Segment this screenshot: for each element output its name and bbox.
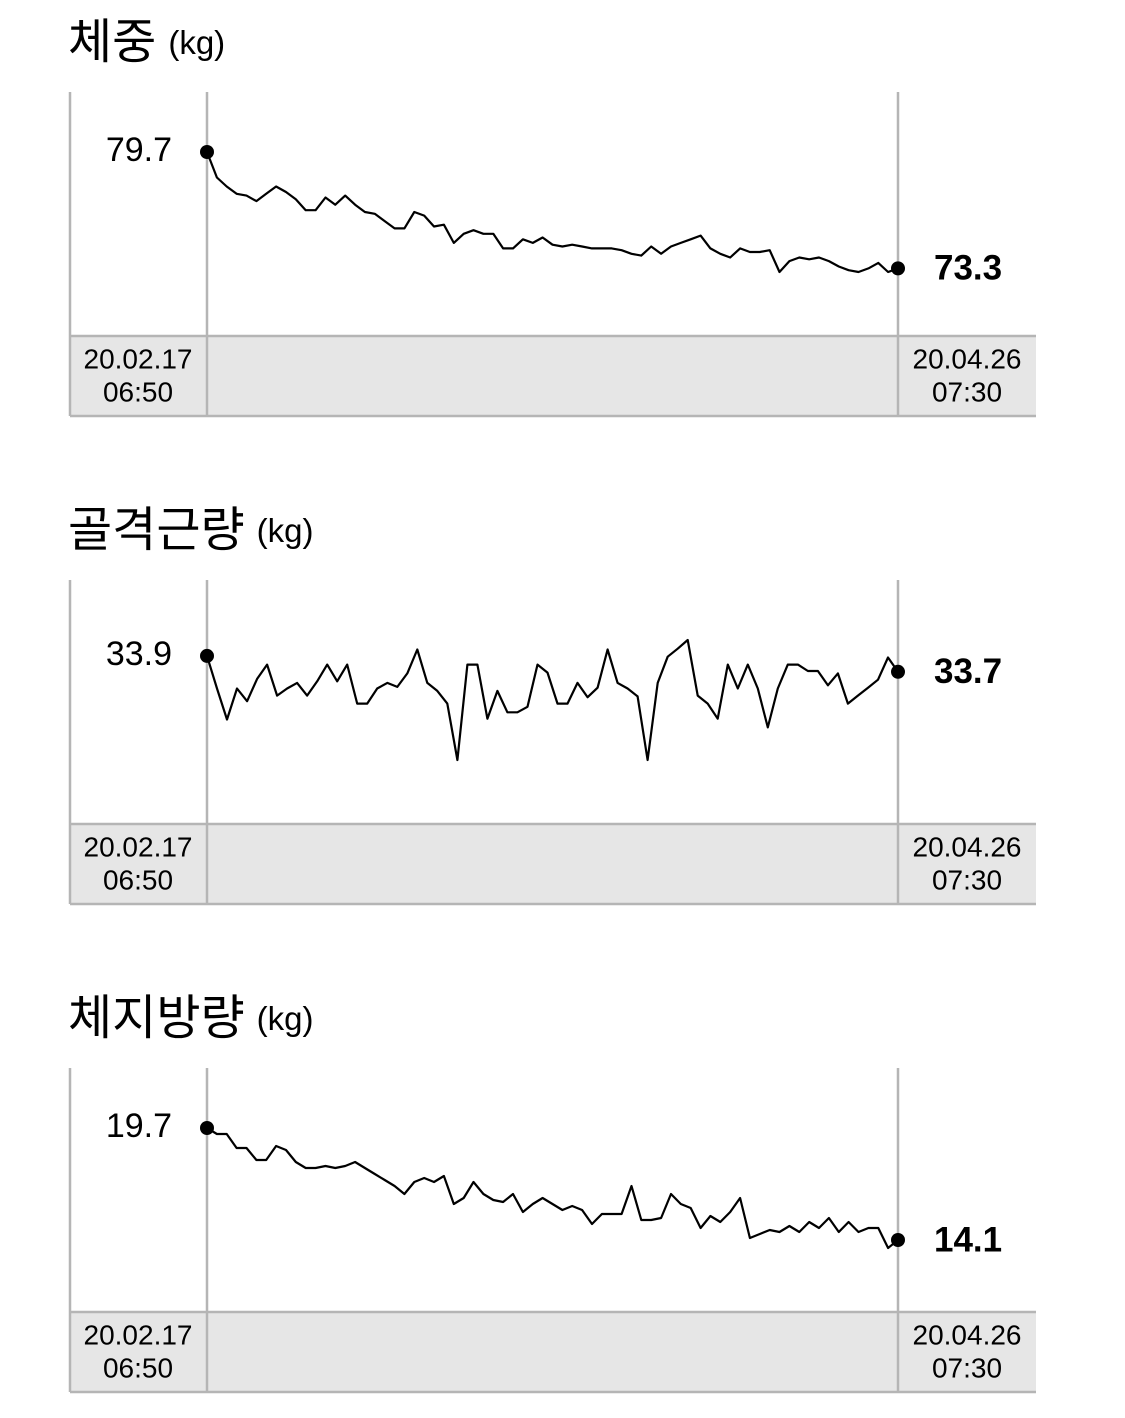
end-time: 07:30: [932, 376, 1002, 407]
chart-title: 체지방량 (kg): [68, 992, 313, 1045]
end-value: 73.3: [934, 249, 1002, 288]
title-unit: (kg): [168, 24, 225, 61]
date-band: [70, 1312, 1036, 1392]
title-unit: (kg): [257, 1000, 314, 1037]
end-dot: [891, 1233, 905, 1247]
trend-line: [205, 638, 899, 762]
start-date: 20.02.17: [84, 343, 193, 374]
end-date: 20.04.26: [913, 1319, 1022, 1350]
start-value: 33.9: [106, 635, 172, 673]
chart-title: 골격근량 (kg): [68, 504, 313, 557]
trend-line: [205, 151, 899, 274]
start-time: 06:50: [103, 376, 173, 407]
end-value: 14.1: [934, 1220, 1002, 1259]
start-dot: [200, 145, 214, 159]
end-date: 20.04.26: [913, 831, 1022, 862]
title-text: 체지방량: [68, 992, 245, 1045]
end-time: 07:30: [932, 1352, 1002, 1383]
title-text: 체중: [68, 16, 156, 69]
chart-title: 체중 (kg): [68, 16, 225, 69]
end-time: 07:30: [932, 864, 1002, 895]
start-time: 06:50: [103, 1352, 173, 1383]
start-value: 79.7: [106, 131, 172, 169]
title-text: 골격근량: [68, 504, 245, 557]
end-date: 20.04.26: [913, 343, 1022, 374]
date-band: [70, 824, 1036, 904]
end-dot: [891, 664, 905, 679]
end-value: 33.7: [934, 652, 1002, 691]
end-dot: [891, 261, 905, 276]
title-unit: (kg): [257, 512, 314, 549]
start-date: 20.02.17: [84, 1319, 193, 1350]
start-date: 20.02.17: [84, 831, 193, 862]
trend-line: [206, 1127, 899, 1250]
start-time: 06:50: [103, 864, 173, 895]
start-dot: [200, 648, 214, 663]
start-dot: [200, 1121, 214, 1135]
date-band: [70, 336, 1036, 416]
start-value: 19.7: [106, 1107, 172, 1145]
